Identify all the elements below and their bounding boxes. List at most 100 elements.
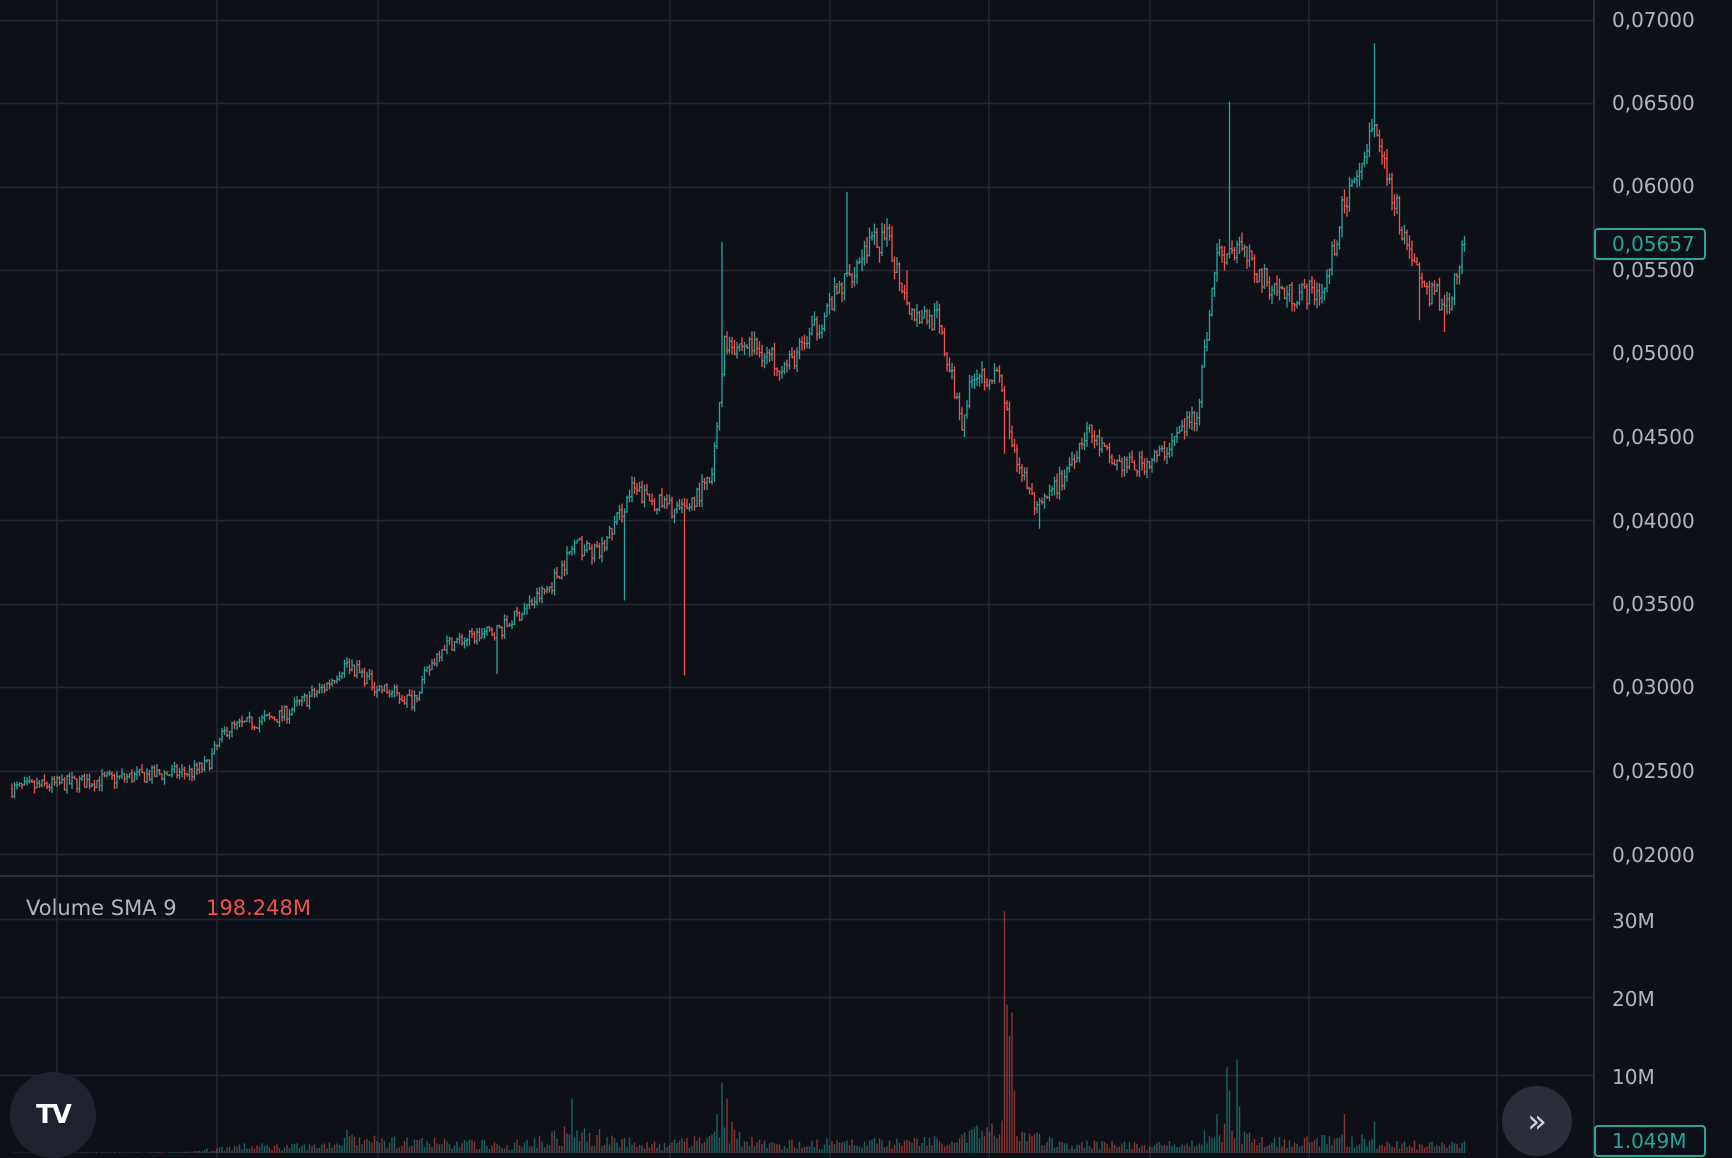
ohlc-bar <box>1103 442 1106 448</box>
ohlc-bar <box>160 773 164 781</box>
ohlc-bar <box>125 773 129 784</box>
ohlc-bar <box>685 498 689 510</box>
ohlc-bar <box>805 336 809 349</box>
ohlc-bar <box>38 780 41 788</box>
ohlc-bar <box>1350 178 1354 187</box>
svg-text:1.049M: 1.049M <box>1612 1129 1687 1153</box>
ohlc-bar <box>420 675 424 694</box>
ohlc-bar <box>1248 244 1251 267</box>
ohlc-bar <box>1420 272 1424 288</box>
ohlc-bar <box>428 664 431 676</box>
ohlc-bar <box>1275 275 1279 297</box>
grid-lines <box>0 0 1594 1158</box>
ohlc-bar <box>928 309 931 329</box>
ohlc-bar <box>920 309 924 325</box>
ohlc-bar <box>233 720 236 730</box>
ohlc-bar <box>313 687 316 698</box>
ohlc-bar <box>1018 457 1021 474</box>
ohlc-bar <box>1040 497 1044 505</box>
ohlc-bar <box>1140 450 1144 471</box>
ohlc-bar <box>1138 451 1141 478</box>
ohlc-bar <box>938 303 941 334</box>
ohlc-bar <box>728 336 731 354</box>
ohlc-bar <box>765 346 769 365</box>
ohlc-bar <box>25 777 29 786</box>
ohlc-bar <box>713 442 716 482</box>
ohlc-bar <box>708 477 711 484</box>
ohlc-bar <box>1065 466 1069 482</box>
ohlc-bar <box>603 539 606 552</box>
ohlc-bar <box>1325 269 1329 293</box>
ohlc-bar <box>593 543 596 563</box>
ohlc-bar <box>450 637 454 651</box>
indicator-name: Volume SMA 9 <box>26 896 177 920</box>
ohlc-bar <box>588 542 591 551</box>
ohlc-bar <box>843 272 846 301</box>
ohlc-bar <box>548 585 551 593</box>
volume-tick-label: 10M <box>1612 1065 1655 1089</box>
ohlc-bar <box>1078 442 1081 463</box>
ohlc-bar <box>1190 406 1194 431</box>
ohlc-bar <box>323 683 326 694</box>
ohlc-bar <box>1098 429 1101 457</box>
ohlc-bar <box>1113 459 1116 466</box>
ohlc-bar <box>618 505 621 520</box>
ohlc-bar <box>1450 296 1454 311</box>
ohlc-bar <box>493 632 496 641</box>
ohlc-bar <box>1133 460 1136 471</box>
ohlc-bar <box>65 774 69 794</box>
ohlc-bar <box>1055 473 1059 499</box>
ohlc-bar <box>95 779 99 788</box>
ohlc-bar <box>545 585 549 594</box>
ohlc-bar <box>460 633 464 646</box>
ohlc-bar <box>1333 239 1336 256</box>
ohlc-bar <box>348 658 351 675</box>
volume-tick-label: 30M <box>1612 909 1655 933</box>
ohlc-bar <box>438 650 441 663</box>
ohlc-bar <box>210 748 214 770</box>
scroll-to-latest-button[interactable]: » <box>1502 1086 1572 1156</box>
ohlc-bar <box>1188 411 1191 429</box>
volume-axis[interactable]: 30M 20M 10M <box>1612 909 1655 1089</box>
ohlc-bar <box>778 370 781 381</box>
ohlc-bar <box>743 341 746 356</box>
ohlc-bar <box>630 476 634 503</box>
ohlc-bar <box>825 303 829 318</box>
ohlc-bar <box>1295 300 1299 309</box>
ohlc-bar <box>668 494 671 505</box>
ohlc-bar <box>13 782 16 799</box>
ohlc-bar <box>1303 278 1306 289</box>
ohlc-bar <box>625 495 629 513</box>
ohlc-bar <box>110 771 114 780</box>
ohlc-bar <box>473 631 476 644</box>
ohlc-bar <box>1433 280 1436 295</box>
ohlc-bar <box>1445 291 1449 315</box>
ohlc-bar <box>818 324 821 339</box>
ohlc-bar <box>823 312 826 332</box>
ohlc-bar <box>380 685 384 694</box>
ohlc-bar <box>940 324 944 336</box>
tradingview-logo-button[interactable]: TV <box>10 1072 96 1158</box>
ohlc-bar <box>368 668 371 681</box>
price-bars <box>10 43 1466 799</box>
ohlc-bar <box>758 341 761 358</box>
ohlc-bar <box>798 338 801 360</box>
ohlc-bar <box>68 772 71 785</box>
ohlc-bar <box>508 622 511 627</box>
ohlc-bar <box>1343 189 1346 214</box>
ohlc-bar <box>935 300 939 319</box>
ohlc-bar <box>1193 410 1196 432</box>
ohlc-bar <box>90 783 94 788</box>
ohlc-bar <box>300 695 304 707</box>
price-axis[interactable]: 0,07000 0,06500 0,06000 0,05500 0,05000 … <box>1612 8 1695 867</box>
ohlc-bar <box>1255 272 1259 284</box>
ohlc-bar <box>1215 243 1219 283</box>
ohlc-bar <box>335 675 339 684</box>
ohlc-bar <box>1023 467 1026 481</box>
indicator-legend[interactable]: Volume SMA 9 198.248M <box>26 896 311 920</box>
ohlc-bar <box>1073 454 1076 469</box>
ohlc-bar <box>520 612 524 621</box>
ohlc-bar <box>80 774 84 781</box>
ohlc-bar <box>700 474 704 508</box>
